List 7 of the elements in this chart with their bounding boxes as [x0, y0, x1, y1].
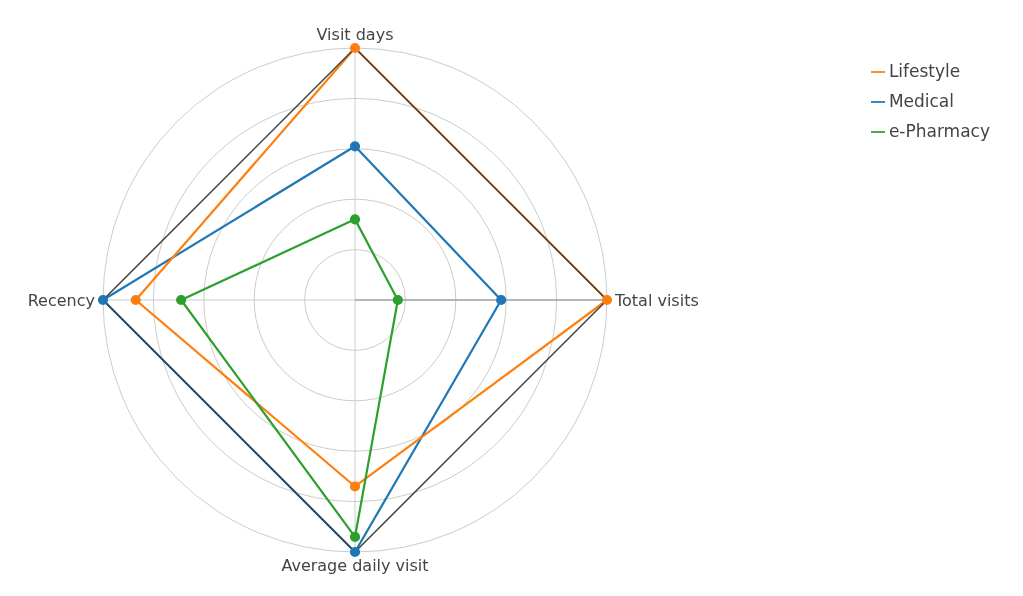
spoke-label: Total visits: [614, 290, 699, 310]
spoke-label: Visit days: [316, 25, 394, 44]
spoke-label: Average daily visit: [281, 556, 429, 576]
legend-label: Lifestyle: [888, 61, 961, 81]
spoke-label: Recency: [27, 290, 95, 310]
legend-label: e-Pharmacy: [888, 121, 990, 141]
legend-label: Medical: [888, 91, 955, 111]
